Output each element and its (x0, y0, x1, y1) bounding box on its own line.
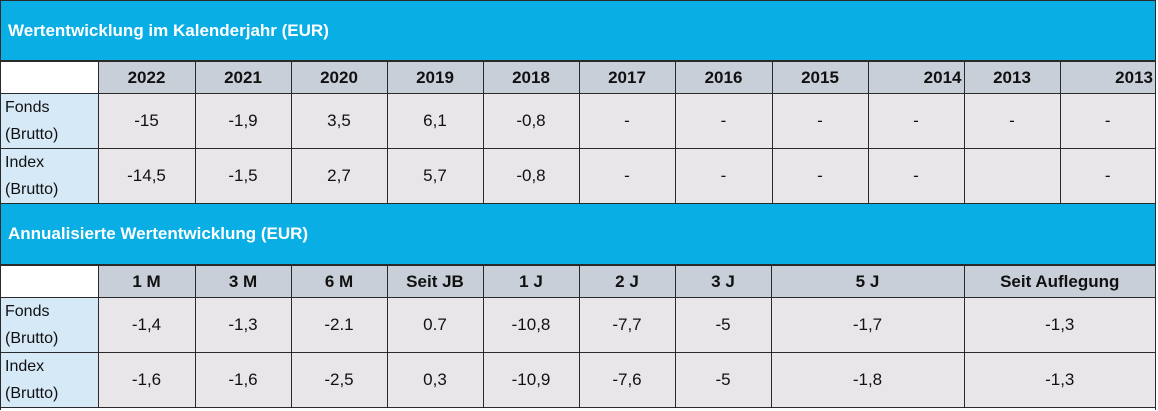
header-blank-cell (1, 265, 99, 298)
value-cell: - (867, 148, 965, 204)
row-label-name: Index (5, 358, 45, 375)
period-header: 1 J (482, 265, 580, 298)
value-cell: 6,1 (386, 93, 484, 149)
value-cell: -1,8 (770, 352, 965, 408)
value-cell: -15 (97, 93, 196, 149)
value-cell: - (674, 148, 773, 204)
value-cell: -1,6 (194, 352, 292, 408)
value-cell: 0.7 (386, 297, 484, 353)
value-cell: - (771, 93, 869, 149)
row-label-qualifier: (Brutto) (5, 126, 59, 143)
period-header: Seit Auflegung (963, 265, 1155, 298)
year-header: 2020 (290, 61, 388, 94)
value-cell: -14,5 (97, 148, 196, 204)
period-header: 2 J (578, 265, 676, 298)
annualized-title: Annualisierte Wertentwicklung (EUR) (1, 204, 1155, 265)
value-cell: -10,8 (482, 297, 580, 353)
value-cell: -5 (674, 352, 772, 408)
value-cell (963, 148, 1061, 204)
value-cell: 0,3 (386, 352, 484, 408)
year-header: 2022 (97, 61, 196, 94)
value-cell: - (578, 93, 676, 149)
table-row: Fonds (Brutto) -1,4 -1,3 -2.1 0.7 -10,8 -… (1, 297, 1155, 353)
value-cell: -5 (674, 297, 772, 353)
year-header: 2019 (386, 61, 484, 94)
header-blank-cell (1, 61, 99, 94)
period-header: 6 M (290, 265, 388, 298)
row-label-qualifier: (Brutto) (5, 385, 59, 402)
period-header: 3 M (194, 265, 292, 298)
value-cell: - (771, 148, 869, 204)
value-cell: - (1059, 93, 1155, 149)
table-row: Index (Brutto) -1,6 -1,6 -2,5 0,3 -10,9 -… (1, 352, 1155, 408)
value-cell: -10,9 (482, 352, 580, 408)
period-header: 5 J (770, 265, 965, 298)
year-header: 2017 (578, 61, 676, 94)
row-label-name: Fonds (5, 303, 50, 320)
value-cell: -1,9 (194, 93, 292, 149)
value-cell: 3,5 (290, 93, 388, 149)
row-label: Fonds (Brutto) (1, 297, 99, 353)
value-cell: -1,3 (963, 352, 1155, 408)
year-header: 2013 (1059, 61, 1155, 94)
value-cell: - (578, 148, 676, 204)
value-cell: -1,5 (194, 148, 292, 204)
calendar-title-text: Wertentwicklung im Kalenderjahr (EUR) (8, 20, 329, 40)
value-cell: 2,7 (290, 148, 388, 204)
calendar-table: 2022 2021 2020 2019 2018 2017 2016 2015 … (1, 61, 1155, 204)
table-row: Fonds (Brutto) -15 -1,9 3,5 6,1 -0,8 - - … (1, 93, 1155, 149)
row-label: Fonds (Brutto) (1, 93, 99, 149)
row-label-name: Index (5, 154, 45, 171)
value-cell: -1,4 (97, 297, 196, 353)
row-label: Index (Brutto) (1, 352, 99, 408)
table-row: Index (Brutto) -14,5 -1,5 2,7 5,7 -0,8 - … (1, 148, 1155, 204)
value-cell: -1,7 (770, 297, 965, 353)
period-header: 1 M (97, 265, 196, 298)
year-header: 2014 (867, 61, 965, 94)
value-cell: 5,7 (386, 148, 484, 204)
calendar-header-row: 2022 2021 2020 2019 2018 2017 2016 2015 … (1, 61, 1155, 94)
value-cell: -7,6 (578, 352, 676, 408)
row-label-name: Fonds (5, 99, 50, 116)
value-cell: -1,6 (97, 352, 196, 408)
row-label: Index (Brutto) (1, 148, 99, 204)
period-header: Seit JB (386, 265, 484, 298)
value-cell: -2,5 (290, 352, 388, 408)
year-header: 2018 (482, 61, 580, 94)
row-label-qualifier: (Brutto) (5, 181, 59, 198)
value-cell: -0,8 (482, 148, 580, 204)
annualized-table: 1 M 3 M 6 M Seit JB 1 J 2 J 3 J 5 J Seit… (1, 265, 1155, 408)
period-header: 3 J (674, 265, 772, 298)
value-cell: -2.1 (290, 297, 388, 353)
year-header: 2021 (194, 61, 292, 94)
annualized-title-text: Annualisierte Wertentwicklung (EUR) (8, 224, 309, 243)
value-cell: -1,3 (963, 297, 1155, 353)
year-header: 2013 (963, 61, 1061, 94)
value-cell: -1,3 (194, 297, 292, 353)
calendar-title: Wertentwicklung im Kalenderjahr (EUR) (1, 0, 1155, 61)
year-header: 2015 (771, 61, 869, 94)
value-cell: - (963, 93, 1061, 149)
row-label-qualifier: (Brutto) (5, 330, 59, 347)
value-cell: -0,8 (482, 93, 580, 149)
value-cell: -7,7 (578, 297, 676, 353)
value-cell: - (674, 93, 773, 149)
value-cell: - (867, 93, 965, 149)
annualized-header-row: 1 M 3 M 6 M Seit JB 1 J 2 J 3 J 5 J Seit… (1, 265, 1155, 298)
year-header: 2016 (674, 61, 773, 94)
value-cell: - (1059, 148, 1155, 204)
